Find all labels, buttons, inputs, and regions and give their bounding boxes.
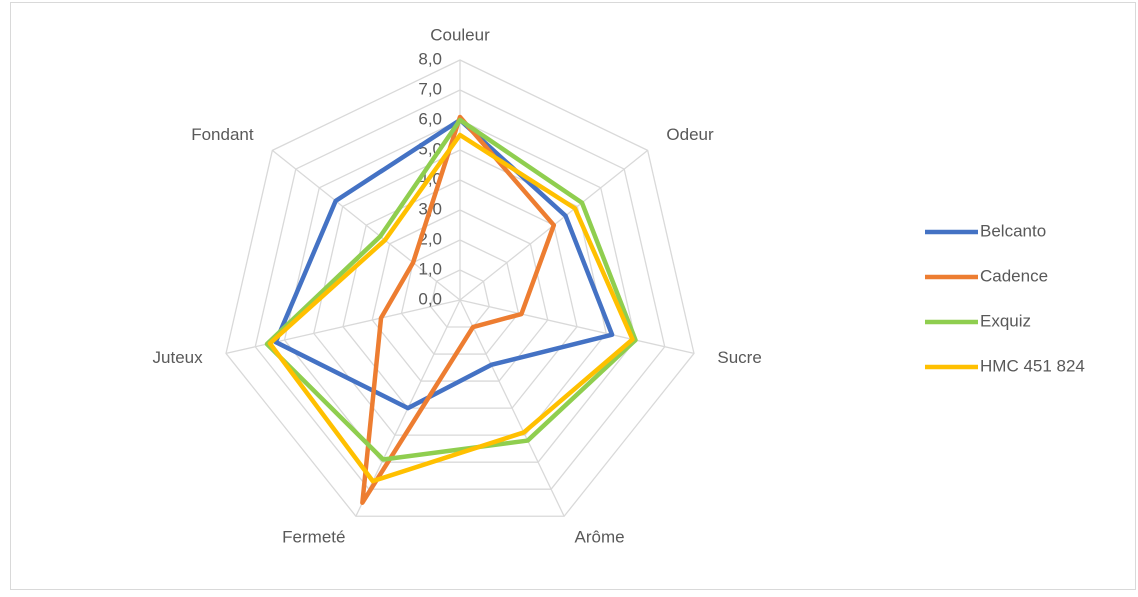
chart-border	[10, 2, 1136, 590]
tick-label: 8,0	[418, 49, 442, 68]
tick-label: 1,0	[418, 259, 442, 278]
category-label: Odeur	[666, 125, 714, 144]
tick-label: 6,0	[418, 109, 442, 128]
grid-line	[430, 269, 490, 328]
grid-line	[400, 239, 520, 355]
legend-label: Belcanto	[980, 221, 1046, 240]
category-label: Couleur	[430, 25, 490, 44]
grid-line	[225, 59, 695, 517]
category-label: Sucre	[717, 348, 761, 367]
series-line	[273, 117, 615, 411]
category-label: Fermeté	[282, 527, 345, 546]
grid-line	[342, 179, 578, 409]
legend-label: HMC 451 824	[980, 356, 1085, 375]
axis-spoke	[459, 299, 695, 355]
legend-label: Exquiz	[980, 311, 1031, 330]
tick-label: 0,0	[418, 289, 442, 308]
category-label: Fondant	[191, 125, 254, 144]
legend-label: Cadence	[980, 266, 1048, 285]
series-line	[267, 132, 635, 484]
tick-label: 7,0	[418, 79, 442, 98]
series-line	[360, 114, 557, 505]
axis-spoke	[271, 149, 461, 301]
category-label: Juteux	[153, 348, 204, 367]
series-line	[264, 117, 638, 462]
axis-spoke	[459, 299, 565, 517]
grid-line	[283, 119, 637, 463]
category-label: Arôme	[575, 527, 625, 546]
grid-line	[254, 89, 666, 490]
